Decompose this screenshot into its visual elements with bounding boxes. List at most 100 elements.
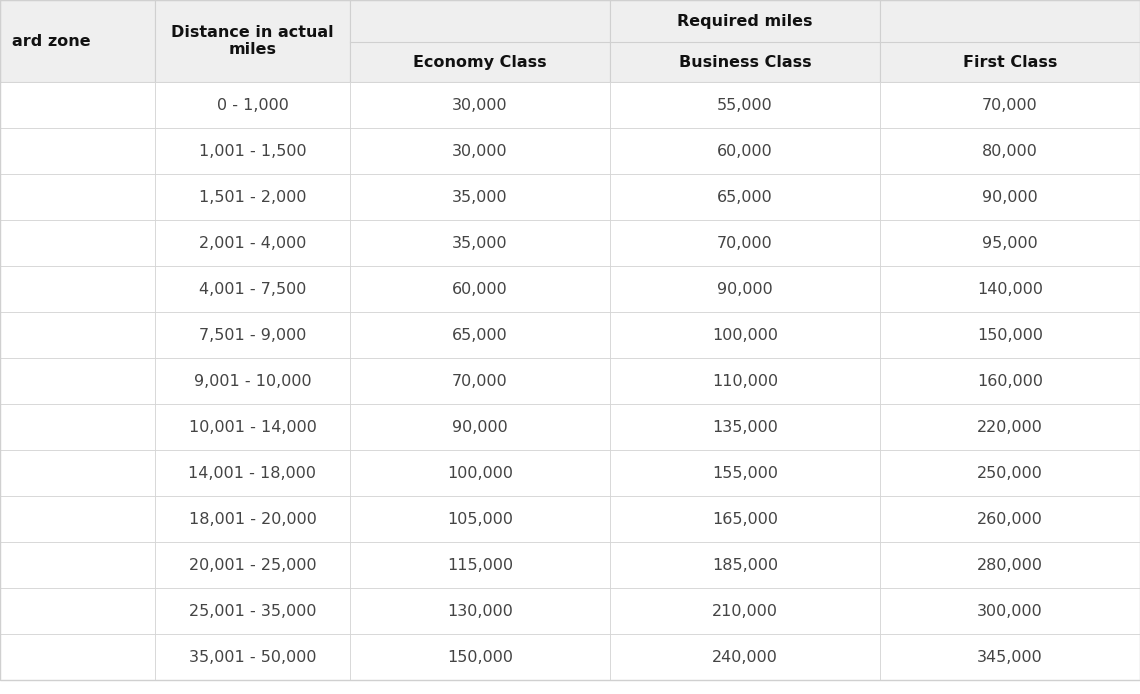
- Text: 165,000: 165,000: [712, 511, 777, 527]
- Bar: [880, 312, 1140, 358]
- Text: 0 - 1,000: 0 - 1,000: [217, 97, 288, 112]
- Bar: [880, 220, 1140, 266]
- Bar: [880, 358, 1140, 404]
- Text: 1,001 - 1,500: 1,001 - 1,500: [198, 144, 307, 158]
- Text: 300,000: 300,000: [977, 604, 1043, 618]
- Text: 250,000: 250,000: [977, 466, 1043, 480]
- Bar: [350, 450, 610, 496]
- Bar: [610, 128, 880, 174]
- Text: 80,000: 80,000: [982, 144, 1037, 158]
- Bar: [155, 312, 350, 358]
- Text: 35,000: 35,000: [453, 189, 507, 205]
- Text: 260,000: 260,000: [977, 511, 1043, 527]
- Bar: [880, 82, 1140, 128]
- Text: 18,001 - 20,000: 18,001 - 20,000: [188, 511, 317, 527]
- Bar: [880, 266, 1140, 312]
- Bar: [0, 0, 155, 82]
- Bar: [610, 82, 880, 128]
- Text: 345,000: 345,000: [977, 650, 1043, 664]
- Bar: [350, 634, 610, 680]
- Bar: [155, 358, 350, 404]
- Text: 1,501 - 2,000: 1,501 - 2,000: [198, 189, 307, 205]
- Bar: [0, 450, 155, 496]
- Text: 35,001 - 50,000: 35,001 - 50,000: [189, 650, 316, 664]
- Bar: [0, 174, 155, 220]
- Bar: [155, 128, 350, 174]
- Bar: [880, 496, 1140, 542]
- Bar: [350, 588, 610, 634]
- Text: 60,000: 60,000: [717, 144, 773, 158]
- Text: 65,000: 65,000: [717, 189, 773, 205]
- Bar: [0, 496, 155, 542]
- Text: 30,000: 30,000: [453, 144, 507, 158]
- Text: 70,000: 70,000: [983, 97, 1037, 112]
- Text: 9,001 - 10,000: 9,001 - 10,000: [194, 373, 311, 389]
- Bar: [0, 266, 155, 312]
- Text: 130,000: 130,000: [447, 604, 513, 618]
- Text: 160,000: 160,000: [977, 373, 1043, 389]
- Text: 95,000: 95,000: [983, 235, 1037, 251]
- Text: 4,001 - 7,500: 4,001 - 7,500: [198, 282, 307, 296]
- Text: 100,000: 100,000: [712, 328, 777, 343]
- Text: 55,000: 55,000: [717, 97, 773, 112]
- Bar: [0, 358, 155, 404]
- Bar: [155, 266, 350, 312]
- Text: 115,000: 115,000: [447, 557, 513, 573]
- Text: 20,001 - 25,000: 20,001 - 25,000: [189, 557, 316, 573]
- Text: 140,000: 140,000: [977, 282, 1043, 296]
- Bar: [350, 220, 610, 266]
- Text: 70,000: 70,000: [453, 373, 508, 389]
- Text: 2,001 - 4,000: 2,001 - 4,000: [198, 235, 307, 251]
- Bar: [350, 496, 610, 542]
- Bar: [880, 634, 1140, 680]
- Bar: [350, 358, 610, 404]
- Bar: [155, 496, 350, 542]
- Bar: [610, 358, 880, 404]
- Bar: [610, 404, 880, 450]
- Bar: [0, 220, 155, 266]
- Text: 30,000: 30,000: [453, 97, 507, 112]
- Bar: [350, 266, 610, 312]
- Bar: [880, 588, 1140, 634]
- Bar: [350, 542, 610, 588]
- Text: Required miles: Required miles: [677, 13, 813, 28]
- Text: 70,000: 70,000: [717, 235, 773, 251]
- Text: 220,000: 220,000: [977, 419, 1043, 434]
- Text: 90,000: 90,000: [453, 419, 508, 434]
- Bar: [610, 174, 880, 220]
- Bar: [350, 0, 610, 82]
- Bar: [155, 220, 350, 266]
- Bar: [0, 634, 155, 680]
- Text: 155,000: 155,000: [712, 466, 777, 480]
- Text: First Class: First Class: [963, 55, 1057, 69]
- Bar: [610, 0, 880, 82]
- Bar: [350, 312, 610, 358]
- Bar: [880, 128, 1140, 174]
- Text: 210,000: 210,000: [712, 604, 777, 618]
- Bar: [0, 542, 155, 588]
- Text: 35,000: 35,000: [453, 235, 507, 251]
- Text: 65,000: 65,000: [453, 328, 508, 343]
- Text: 240,000: 240,000: [712, 650, 777, 664]
- Bar: [155, 588, 350, 634]
- Bar: [0, 404, 155, 450]
- Bar: [610, 450, 880, 496]
- Text: 60,000: 60,000: [453, 282, 508, 296]
- Text: ard zone: ard zone: [13, 33, 90, 49]
- Bar: [610, 496, 880, 542]
- Bar: [155, 0, 350, 82]
- Text: Distance in actual
miles: Distance in actual miles: [171, 25, 334, 57]
- Bar: [350, 404, 610, 450]
- Bar: [350, 174, 610, 220]
- Bar: [880, 542, 1140, 588]
- Bar: [610, 312, 880, 358]
- Text: 14,001 - 18,000: 14,001 - 18,000: [188, 466, 317, 480]
- Text: 150,000: 150,000: [977, 328, 1043, 343]
- Bar: [610, 588, 880, 634]
- Text: 135,000: 135,000: [712, 419, 777, 434]
- Bar: [155, 634, 350, 680]
- Text: 100,000: 100,000: [447, 466, 513, 480]
- Text: 90,000: 90,000: [717, 282, 773, 296]
- Bar: [880, 450, 1140, 496]
- Bar: [880, 0, 1140, 82]
